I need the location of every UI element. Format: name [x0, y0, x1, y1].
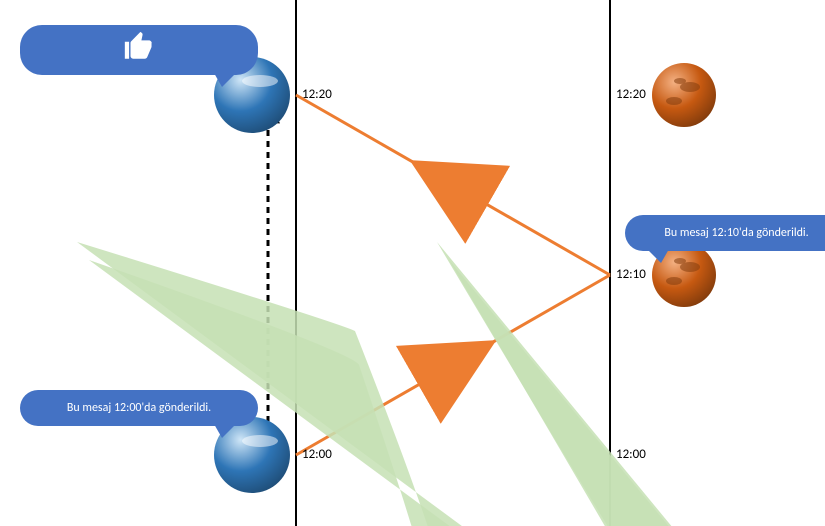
time-mars-1220: 12:20: [616, 87, 646, 102]
bubble-tail: [647, 249, 669, 263]
time-earth-1200: 12:00: [302, 447, 332, 462]
signal-arrowhead: [441, 178, 477, 199]
earth-icon: [77, 57, 688, 526]
diagram-stage: 12:00 12:20 12:00 12:10 12:20 Bu mesaj 1…: [0, 0, 825, 526]
thumbs-up-icon: [122, 29, 156, 71]
signal-line: [296, 95, 610, 275]
time-earth-1220: 12:20: [302, 87, 332, 102]
bubble-mars-send: Bu mesaj 12:10'da gönderildi.: [625, 215, 825, 251]
earth-worldline: [295, 0, 297, 526]
time-mars-1210: 12:10: [616, 267, 646, 282]
time-mars-1200: 12:00: [616, 447, 646, 462]
bubble-earth-send: Bu mesaj 12:00'da gönderildi.: [20, 390, 258, 426]
mars-icon: [652, 63, 716, 127]
bubble-tail: [214, 424, 236, 438]
signal-overlay: [0, 0, 825, 526]
signal-arrowhead: [429, 358, 465, 379]
mars-worldline: [609, 0, 611, 526]
signal-line: [296, 275, 610, 455]
earth-icon: [214, 242, 825, 526]
bubble-earth-text: Bu mesaj 12:00'da gönderildi.: [67, 401, 211, 415]
bubble-mars-text: Bu mesaj 12:10'da gönderildi.: [664, 226, 808, 240]
bubble-thumbs-up: [20, 25, 258, 75]
bubble-tail: [214, 73, 236, 87]
